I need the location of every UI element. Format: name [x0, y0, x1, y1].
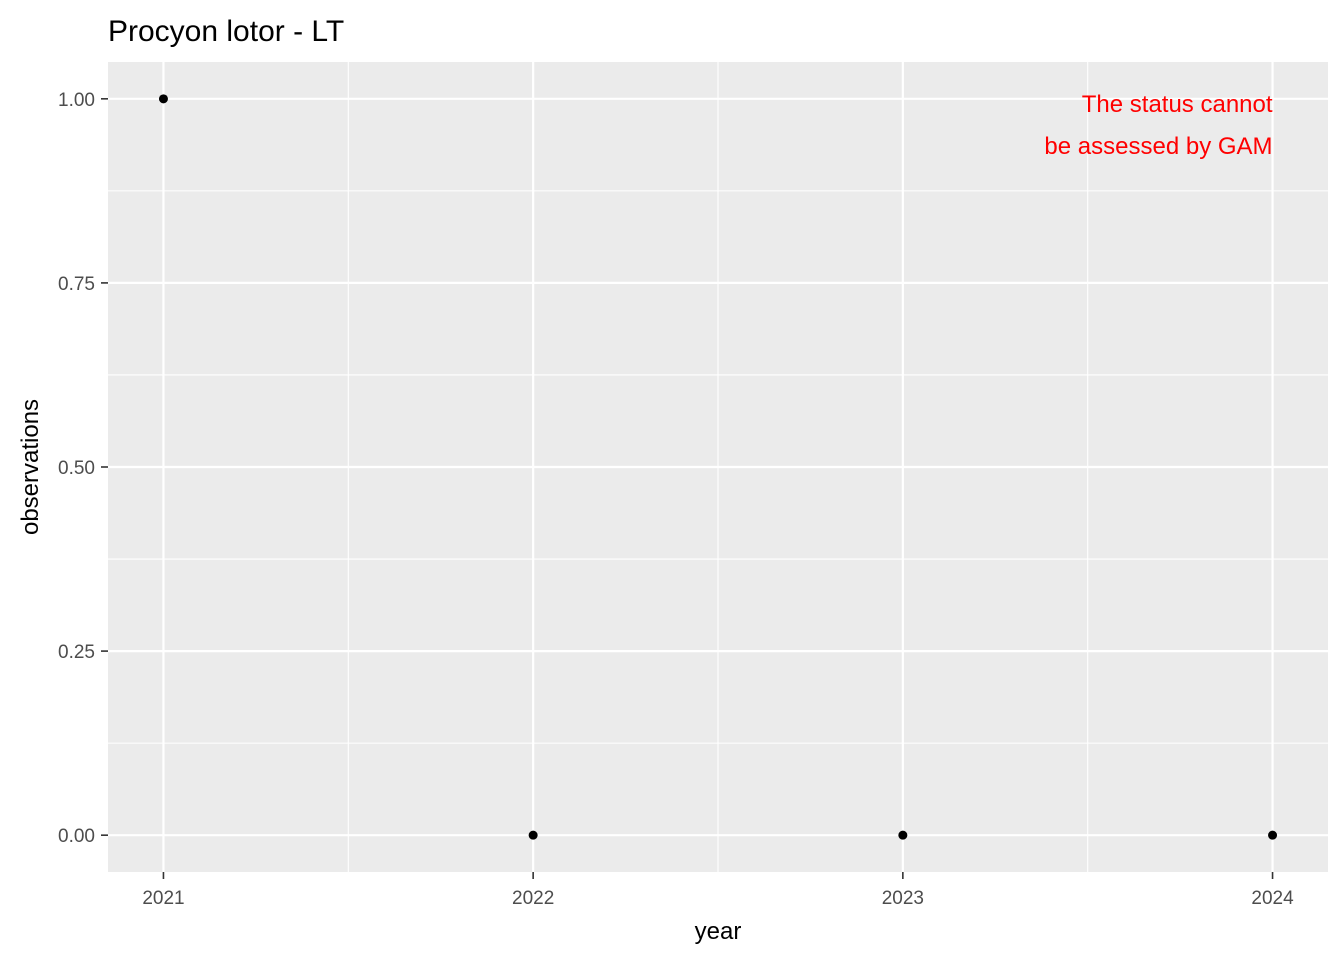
data-points — [158, 94, 1278, 840]
y-axis-title: observations — [17, 399, 44, 535]
annotation-line: be assessed by GAM — [1044, 133, 1272, 160]
major-gridlines — [108, 62, 1328, 872]
y-tick-label: 0.50 — [58, 458, 95, 479]
status-annotation: The status cannot be assessed by GAM — [1044, 91, 1272, 160]
x-axis: 2021 2022 2023 2024 — [142, 872, 1294, 909]
y-tick-label: 1.00 — [58, 90, 95, 111]
y-axis: 0.00 0.25 0.50 0.75 1.00 — [58, 90, 108, 847]
data-point — [158, 94, 168, 104]
x-axis-title: year — [695, 918, 742, 945]
x-tick-label: 2021 — [142, 888, 184, 909]
data-point — [1268, 830, 1278, 840]
annotation-line: The status cannot — [1082, 91, 1273, 118]
x-tick-label: 2024 — [1251, 888, 1294, 909]
y-tick-label: 0.25 — [58, 642, 95, 663]
chart-title: Procyon lotor - LT — [108, 15, 344, 48]
x-tick-label: 2023 — [882, 888, 924, 909]
y-tick-label: 0.75 — [58, 274, 95, 295]
data-point — [898, 830, 908, 840]
x-tick-label: 2022 — [512, 888, 554, 909]
data-point — [528, 830, 538, 840]
y-tick-label: 0.00 — [58, 826, 95, 847]
